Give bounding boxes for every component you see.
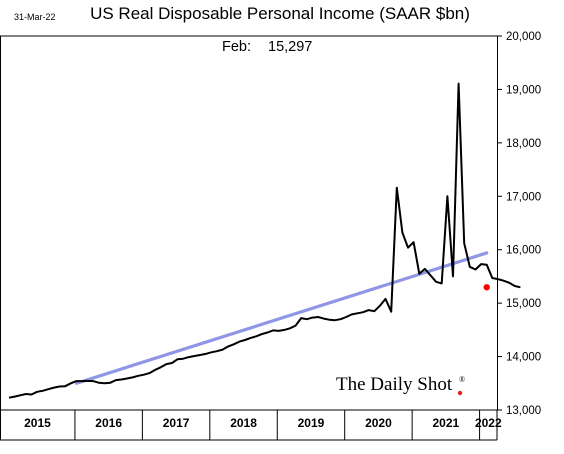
- y-tick-label: 19,000: [506, 84, 541, 96]
- plot-area: [8, 82, 521, 399]
- x-tick-label: 2019: [298, 416, 325, 430]
- chart-title: US Real Disposable Personal Income (SAAR…: [90, 4, 470, 23]
- series-line: [8, 82, 521, 399]
- x-tick-label: 2022: [475, 416, 502, 430]
- report-date: 31-Mar-22: [14, 12, 56, 22]
- annotation-value: 15,297: [268, 39, 312, 55]
- y-tick-label: 13,000: [506, 405, 541, 417]
- x-tick-label: 2016: [95, 416, 122, 430]
- x-tick-label: 2021: [433, 416, 460, 430]
- plot-border: [0, 35, 498, 411]
- x-tick-label: 2015: [24, 416, 51, 430]
- x-tick-label: 2017: [163, 416, 190, 430]
- y-tick-label: 18,000: [506, 138, 541, 150]
- y-tick-label: 14,000: [506, 352, 541, 364]
- x-tick-label: 2018: [230, 416, 257, 430]
- brand-mark: ®: [459, 375, 465, 384]
- y-tick-label: 17,000: [506, 191, 541, 203]
- y-tick-label: 15,000: [506, 298, 541, 310]
- brand-dot: [457, 390, 463, 396]
- last-point-marker: [483, 284, 490, 291]
- brand-logo: The Daily Shot ®: [336, 374, 465, 396]
- annotation-label: Feb:: [222, 39, 251, 55]
- trend-line: [74, 251, 489, 385]
- x-tick-label: 2020: [365, 416, 392, 430]
- y-tick-label: 16,000: [506, 245, 541, 257]
- axes: 13,000 14,000 15,000 16,000 17,000 18,000 19,0…: [0, 31, 541, 441]
- y-tick-label: 20,000: [506, 31, 541, 43]
- brand-name: The Daily Shot: [336, 374, 453, 395]
